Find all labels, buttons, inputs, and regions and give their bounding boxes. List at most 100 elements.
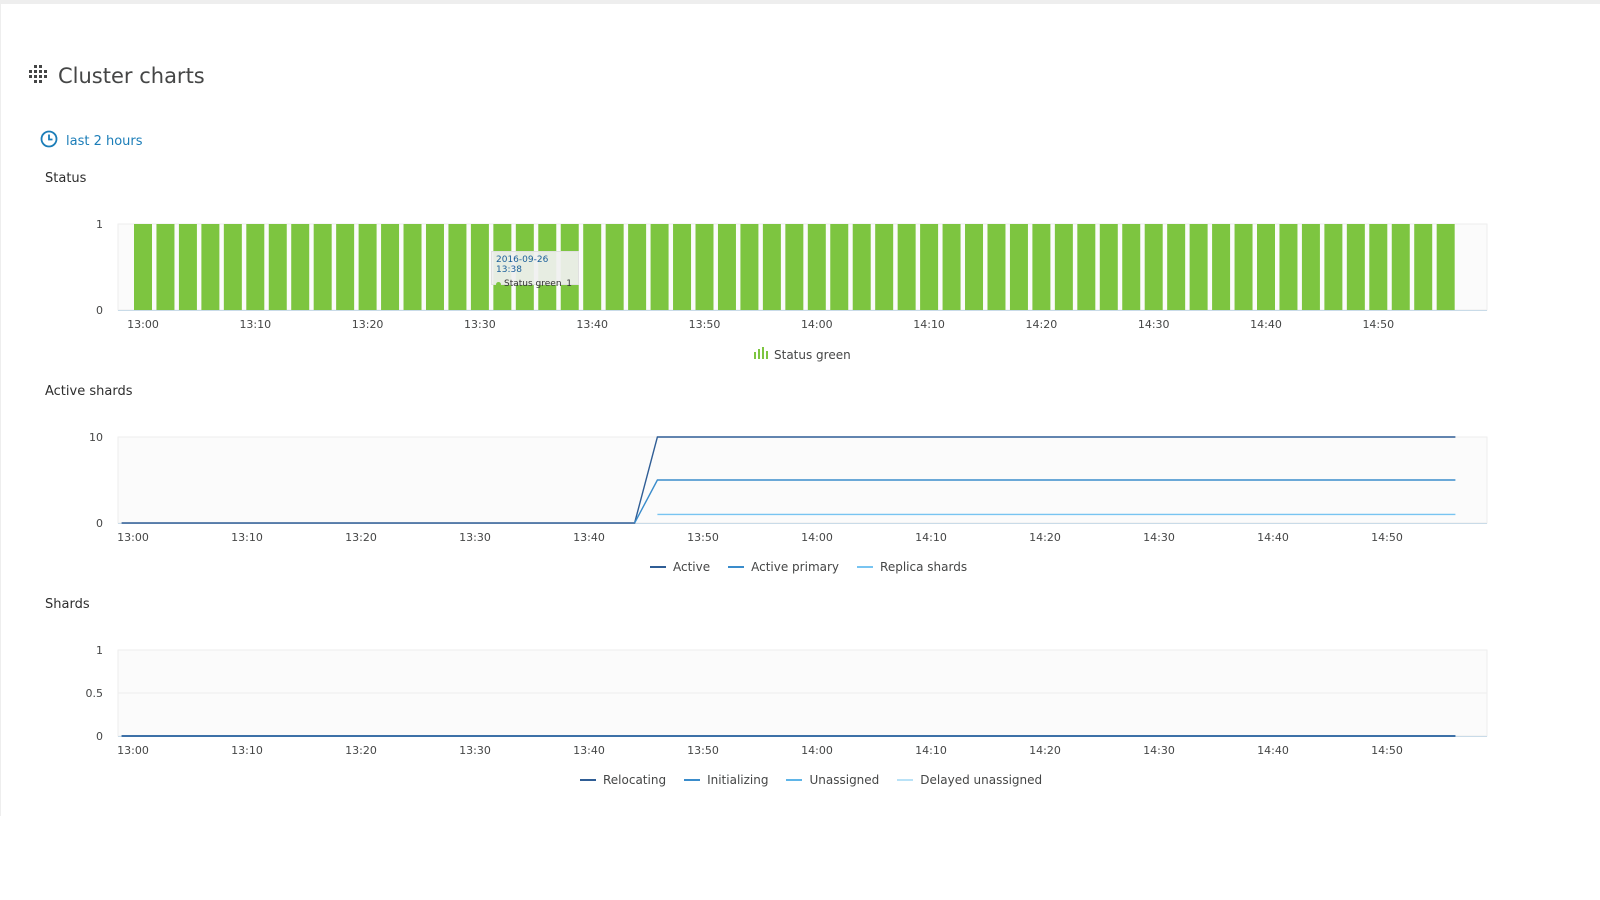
status-bar — [852, 224, 871, 310]
status-chart: 1 0 13:00 13:10 13:20 13:30 13:40 13:50 14:00 14:… — [96, 218, 1488, 331]
status-bar — [223, 224, 242, 310]
legend-label: Replica shards — [880, 560, 968, 574]
x-tick-label: 14:50 — [1371, 531, 1403, 544]
status-bar — [1414, 224, 1433, 310]
legend-item-replica-shards[interactable]: Replica shards — [857, 560, 967, 574]
y-tick-label: 0 — [96, 730, 103, 743]
x-tick-label: 13:00 — [117, 531, 149, 544]
shards-legend: Relocating Initializing Unassigned Delay… — [580, 773, 1042, 787]
status-bar — [1279, 224, 1298, 310]
status-bar — [965, 224, 984, 310]
x-tick-label: 14:40 — [1257, 531, 1289, 544]
page-title: Cluster charts — [58, 64, 205, 88]
status-bar — [583, 224, 602, 310]
series-line — [633, 479, 1456, 524]
status-bar — [830, 224, 849, 310]
x-tick-label: 13:10 — [239, 318, 271, 331]
active-shards-legend: Active Active primary Replica shards — [650, 560, 967, 574]
x-tick-label: 14:00 — [801, 531, 833, 544]
x-tick-label: 14:00 — [801, 318, 833, 331]
status-bar — [448, 224, 467, 310]
legend-item-unassigned[interactable]: Unassigned — [786, 773, 879, 787]
legend-item-delayed-unassigned[interactable]: Delayed unassigned — [897, 773, 1042, 787]
top-border — [0, 0, 1600, 4]
x-tick-label: 14:00 — [801, 744, 833, 757]
x-tick-label: 14:40 — [1250, 318, 1282, 331]
x-tick-label: 13:10 — [231, 744, 263, 757]
legend-item-relocating[interactable]: Relocating — [580, 773, 666, 787]
cluster-icon — [28, 64, 48, 88]
status-bar — [381, 224, 400, 310]
series-line — [121, 436, 1456, 524]
x-tick-label: 14:30 — [1143, 744, 1175, 757]
shards-chart: 1 0.5 0 13:00 13:10 13:20 13:30 13:40 13:50 14:00… — [86, 644, 1488, 757]
x-tick-label: 13:00 — [127, 318, 159, 331]
legend-label: Unassigned — [809, 773, 880, 787]
status-bar — [785, 224, 804, 310]
status-bar — [875, 224, 894, 310]
status-bar — [1257, 224, 1275, 310]
status-bar — [920, 224, 939, 310]
status-bar — [291, 224, 310, 310]
legend-label: Status green — [774, 347, 851, 362]
x-tick-label: 13:40 — [573, 531, 605, 544]
tooltip-series-name: Status green — [504, 279, 562, 289]
y-tick-label: 1 — [96, 644, 103, 657]
x-tick-label: 13:40 — [576, 318, 608, 331]
x-tick-label: 13:10 — [231, 531, 263, 544]
legend-swatch — [786, 779, 803, 781]
status-bar — [673, 224, 692, 310]
legend-label: Delayed unassigned — [920, 773, 1043, 787]
status-bar — [1077, 224, 1096, 310]
status-bar — [156, 224, 175, 310]
x-tick-label: 13:00 — [117, 744, 149, 757]
status-bar — [1369, 224, 1388, 310]
legend-label: Active primary — [751, 560, 840, 574]
x-tick-label: 13:30 — [459, 531, 491, 544]
status-bar — [1167, 224, 1186, 310]
timeframe-selector[interactable]: last 2 hours — [40, 130, 143, 152]
status-bar — [807, 224, 826, 310]
legend-swatch — [580, 779, 596, 781]
x-tick-label: 14:20 — [1029, 744, 1061, 757]
status-bar — [1054, 224, 1073, 310]
y-tick-label: 0.5 — [86, 687, 104, 700]
status-bar — [201, 224, 220, 310]
status-bar — [1301, 224, 1320, 310]
x-tick-label: 13:40 — [573, 744, 605, 757]
x-tick-label: 14:30 — [1143, 531, 1175, 544]
legend-swatch — [728, 566, 745, 568]
y-tick-label: 10 — [89, 431, 103, 444]
status-bar — [470, 224, 489, 310]
legend-label: Relocating — [603, 773, 667, 787]
x-tick-label: 14:50 — [1362, 318, 1394, 331]
status-bar — [1189, 224, 1208, 310]
status-bar — [425, 224, 444, 310]
x-tick-label: 13:20 — [345, 744, 377, 757]
status-bar — [762, 224, 781, 310]
x-tick-label: 14:20 — [1026, 318, 1058, 331]
left-border — [0, 4, 1, 816]
legend-swatch — [857, 566, 874, 568]
tooltip-value: 1 — [566, 279, 572, 289]
active-shards-chart: 10 0 13:00 13:10 13:20 13:30 13:40 13:50 14:00 14… — [89, 431, 1488, 544]
legend-item-active-primary[interactable]: Active primary — [728, 560, 839, 574]
legend-item-status-green[interactable]: Status green — [754, 347, 851, 362]
status-bar — [695, 224, 714, 310]
x-tick-label: 13:20 — [345, 531, 377, 544]
status-bar — [1436, 224, 1455, 310]
status-bar — [717, 224, 736, 310]
x-tick-label: 13:30 — [464, 318, 496, 331]
status-legend: Status green — [754, 347, 851, 362]
y-tick-label: 1 — [96, 218, 103, 231]
timeframe-label[interactable]: last 2 hours — [66, 133, 143, 149]
status-bar — [1009, 224, 1028, 310]
status-bar — [1032, 224, 1051, 310]
status-bar — [1391, 224, 1410, 310]
status-bar — [403, 224, 422, 310]
status-bar — [336, 224, 355, 310]
legend-item-active[interactable]: Active — [650, 560, 710, 574]
x-tick-label: 14:50 — [1371, 744, 1403, 757]
legend-item-initializing[interactable]: Initializing — [684, 773, 768, 787]
y-tick-label: 0 — [96, 304, 103, 317]
